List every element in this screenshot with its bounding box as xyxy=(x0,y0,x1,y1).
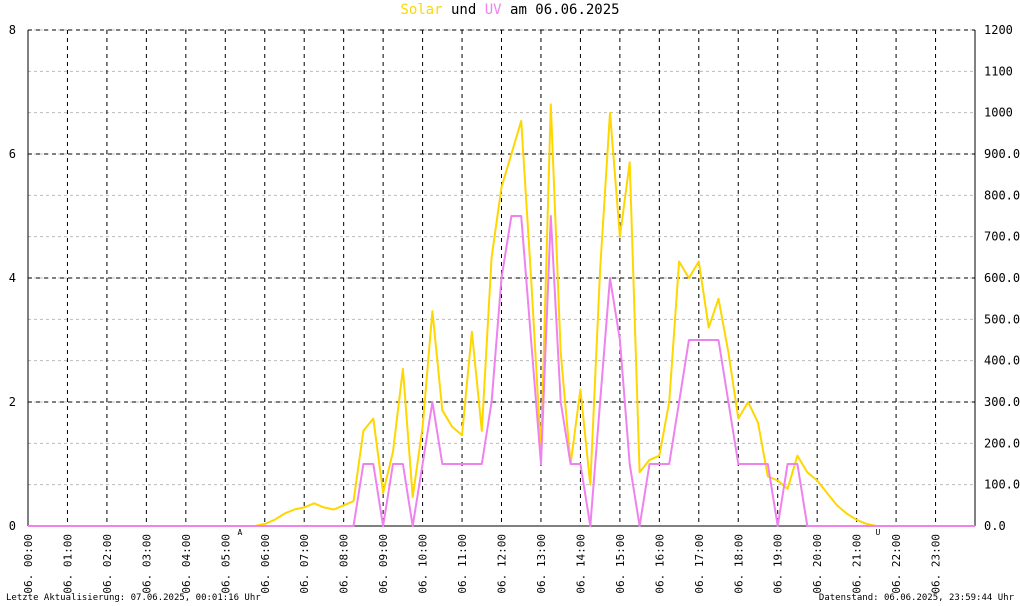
y2-tick-label: 400.0 xyxy=(984,354,1020,368)
y2-tick-label: 600.0 xyxy=(984,271,1020,285)
title-solar: Solar xyxy=(400,2,442,18)
y2-tick-label: 100.0 xyxy=(984,478,1020,492)
x-tick-label: 06. 16:00 xyxy=(653,534,666,594)
chart-title: Solar und UV am 06.06.2025 xyxy=(400,2,619,18)
y2-tick-label: 700.0 xyxy=(984,230,1020,244)
y-tick-label: 6 xyxy=(9,147,16,161)
y-tick-label: 4 xyxy=(9,271,16,285)
x-tick-label: 06. 14:00 xyxy=(574,534,587,594)
x-tick-label: 06. 12:00 xyxy=(496,534,509,594)
y2-tick-label: 800.0 xyxy=(984,188,1020,202)
series-line xyxy=(28,215,975,527)
y2-tick-label: 1100 xyxy=(984,64,1013,78)
y2-tick-label: 300.0 xyxy=(984,395,1020,409)
x-tick-label: 06. 03:00 xyxy=(140,534,153,594)
x-tick-label: 06. 02:00 xyxy=(101,534,114,594)
y-tick-label: 8 xyxy=(9,23,16,37)
footer-left: Letzte Aktualisierung: 07.06.2025, 00:01… xyxy=(6,593,261,603)
y-tick-label: 0 xyxy=(9,519,16,533)
x-tick-label: 06. 13:00 xyxy=(535,534,548,594)
annotation: A xyxy=(237,528,242,537)
x-tick-label: 06. 04:00 xyxy=(180,534,193,594)
footer-right: Datenstand: 06.06.2025, 23:59:44 Uhr xyxy=(819,593,1015,603)
x-tick-label: 06. 11:00 xyxy=(456,534,469,594)
x-tick-label: 06. 19:00 xyxy=(772,534,785,594)
x-tick-label: 06. 21:00 xyxy=(851,534,864,594)
x-tick-label: 06. 22:00 xyxy=(890,534,903,594)
x-tick-label: 06. 05:00 xyxy=(219,534,232,594)
x-tick-label: 06. 08:00 xyxy=(338,534,351,594)
y2-tick-label: 900.0 xyxy=(984,147,1020,161)
x-tick-label: 06. 18:00 xyxy=(732,534,745,594)
x-tick-label: 06. 09:00 xyxy=(377,534,390,594)
x-tick-label: 06. 20:00 xyxy=(811,534,824,594)
y-tick-label: 2 xyxy=(9,395,16,409)
y2-tick-label: 1200 xyxy=(984,23,1013,37)
title-connector: und xyxy=(451,2,476,18)
y2-tick-label: 1000 xyxy=(984,106,1013,120)
y2-tick-label: 0.0 xyxy=(984,519,1006,533)
x-tick-label: 06. 00:00 xyxy=(22,534,35,594)
x-tick-label: 06. 06:00 xyxy=(259,534,272,594)
x-tick-label: 06. 10:00 xyxy=(417,534,430,594)
y2-tick-label: 500.0 xyxy=(984,312,1020,326)
annotation: U xyxy=(876,528,881,537)
x-tick-label: 06. 23:00 xyxy=(930,534,943,594)
x-tick-label: 06. 07:00 xyxy=(298,534,311,594)
y2-tick-label: 200.0 xyxy=(984,436,1020,450)
series-line xyxy=(28,103,975,527)
x-tick-label: 06. 01:00 xyxy=(61,534,74,594)
x-tick-label: 06. 15:00 xyxy=(614,534,627,594)
title-uv: UV xyxy=(485,2,502,18)
x-tick-label: 06. 17:00 xyxy=(693,534,706,594)
title-suffix: am 06.06.2025 xyxy=(510,2,620,18)
